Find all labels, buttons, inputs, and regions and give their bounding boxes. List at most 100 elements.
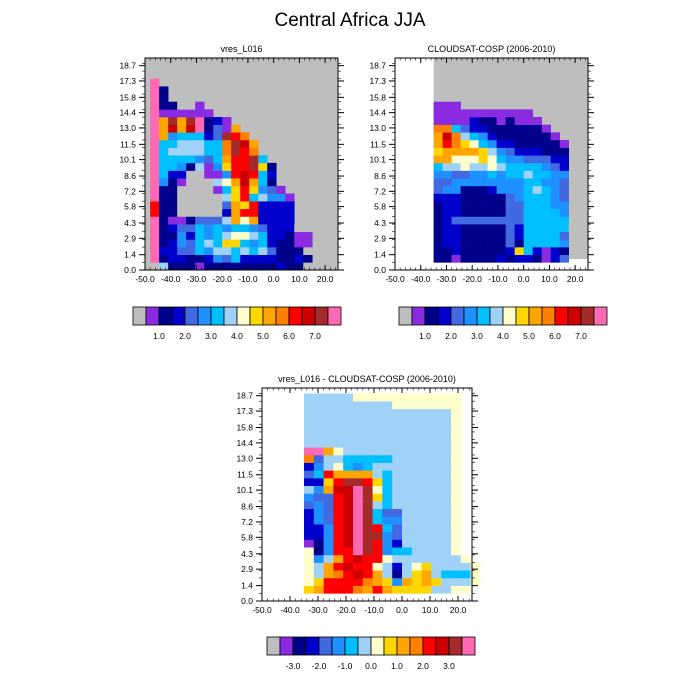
heatmap-cell <box>550 162 560 171</box>
heatmap-cell <box>550 254 560 263</box>
heatmap-cell <box>469 170 479 179</box>
x-tick-label: 20.0 <box>317 274 334 284</box>
heatmap-cell <box>204 147 214 156</box>
colorbar-swatch <box>435 636 450 656</box>
heatmap-cell <box>312 262 322 271</box>
heatmap-cell <box>402 539 413 548</box>
heatmap-cell <box>186 216 196 225</box>
heatmap-cell <box>362 393 373 402</box>
heatmap-cell <box>222 247 232 256</box>
colorbar-swatch <box>476 306 491 326</box>
colorbar-label: 5.0 <box>523 331 535 341</box>
y-tick-label: 0.0 <box>241 596 253 606</box>
heatmap-cell <box>294 239 304 248</box>
heatmap-cell <box>222 155 232 164</box>
heatmap-cell <box>411 424 422 433</box>
heatmap-cell <box>402 431 413 440</box>
heatmap-cell <box>195 139 205 148</box>
heatmap-cell <box>541 147 551 156</box>
heatmap-cell <box>451 117 461 125</box>
heatmap-cell <box>532 239 542 248</box>
heatmap-cell <box>333 554 344 563</box>
heatmap-cell <box>150 262 160 271</box>
y-tick-label: 10.1 <box>369 155 386 165</box>
heatmap-cell <box>168 201 178 210</box>
heatmap-cell <box>541 124 551 133</box>
y-tick-label: 2.9 <box>124 233 136 243</box>
heatmap-cell <box>353 401 364 410</box>
heatmap-cell <box>213 178 223 187</box>
heatmap-cell <box>258 262 268 271</box>
heatmap-cell <box>213 139 223 148</box>
heatmap-cell <box>304 478 315 487</box>
heatmap-cell <box>240 216 250 225</box>
heatmap-cell <box>304 408 315 417</box>
heatmap-cell <box>313 447 324 456</box>
heatmap-cell <box>421 447 432 456</box>
heatmap-cell <box>469 147 479 156</box>
heatmap-cell <box>469 224 479 233</box>
heatmap-cell <box>442 224 452 233</box>
heatmap-cell <box>402 554 413 563</box>
colorbar-swatch <box>424 306 439 326</box>
heatmap-cell <box>304 554 315 563</box>
heatmap-cell <box>362 447 373 456</box>
heatmap-cell <box>168 193 178 202</box>
heatmap-cell <box>431 493 442 502</box>
heatmap-cell <box>362 485 373 494</box>
heatmap-cell <box>333 485 344 494</box>
heatmap-cell <box>267 208 277 217</box>
y-tick-label: 15.8 <box>236 423 253 433</box>
heatmap-cell <box>487 216 497 225</box>
heatmap-cell <box>267 201 277 210</box>
heatmap-cell <box>362 408 373 417</box>
heatmap-cell <box>343 447 354 456</box>
heatmap-cell <box>460 139 470 148</box>
heatmap-cell <box>362 416 373 425</box>
colorbar-label: 6.0 <box>283 331 295 341</box>
heatmap-cell <box>343 401 354 410</box>
colorbar-label: 1.0 <box>153 331 165 341</box>
heatmap-cell <box>333 508 344 517</box>
colorbar-swatch <box>145 306 160 326</box>
heatmap-cell <box>505 170 515 179</box>
heatmap-cell <box>402 439 413 448</box>
heatmap-cell <box>402 462 413 471</box>
heatmap-cell <box>353 585 364 594</box>
heatmap-cell <box>304 547 315 556</box>
heatmap-cell <box>451 408 462 417</box>
heatmap-cell <box>451 231 461 240</box>
heatmap-cell <box>451 254 461 263</box>
heatmap-cell <box>240 239 250 248</box>
colorbar-label: -2.0 <box>312 661 327 671</box>
heatmap-cell <box>442 216 452 225</box>
y-tick-label: 5.8 <box>124 202 136 212</box>
heatmap-cell <box>372 470 383 479</box>
heatmap-cell <box>204 216 214 225</box>
heatmap-cell <box>159 216 169 225</box>
heatmap-cell <box>213 231 223 240</box>
heatmap-cell <box>460 124 470 133</box>
y-tick-label: 11.5 <box>237 470 253 480</box>
colorbar-swatch <box>132 306 147 326</box>
heatmap-cell <box>168 239 178 248</box>
heatmap-cell <box>402 585 413 594</box>
heatmap-cell <box>303 254 313 263</box>
heatmap-cell <box>195 155 205 164</box>
heatmap-cell <box>505 132 515 141</box>
heatmap-cell <box>168 247 178 256</box>
heatmap-cell <box>487 162 497 171</box>
heatmap-cell <box>541 139 551 148</box>
heatmap-cell <box>186 109 196 118</box>
heatmap-cell <box>532 247 542 256</box>
heatmap-cell <box>478 201 488 210</box>
heatmap-cell <box>460 570 471 579</box>
heatmap-cell <box>231 139 241 148</box>
heatmap-cell <box>460 231 470 240</box>
heatmap-cell <box>372 493 383 502</box>
heatmap-cell <box>505 117 515 125</box>
colorbar-label: 4.0 <box>497 331 509 341</box>
heatmap-cell <box>231 170 241 179</box>
heatmap-cell <box>421 393 432 402</box>
heatmap-cell <box>333 478 344 487</box>
